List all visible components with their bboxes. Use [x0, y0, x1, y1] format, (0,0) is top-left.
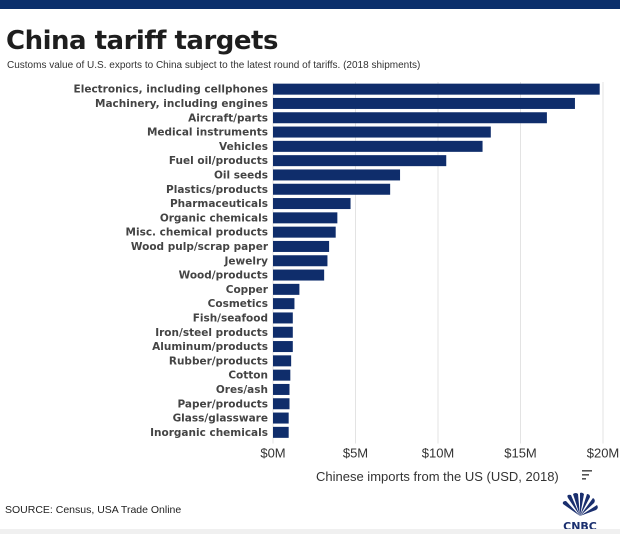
- category-label: Pharmaceuticals: [170, 198, 268, 210]
- category-label: Inorganic chemicals: [150, 427, 268, 439]
- bar: [273, 412, 289, 424]
- category-label: Wood/products: [179, 270, 268, 282]
- x-axis-title: Chinese imports from the US (USD, 2018): [316, 469, 559, 484]
- x-tick-label: $0M: [260, 446, 285, 461]
- bar: [273, 198, 351, 210]
- category-label: Iron/steel products: [155, 327, 268, 339]
- bar: [273, 383, 290, 395]
- bar: [273, 212, 338, 224]
- cnbc-logo: CNBC: [562, 492, 598, 533]
- bar: [273, 126, 491, 138]
- category-label: Medical instruments: [147, 127, 268, 139]
- category-label: Rubber/products: [169, 355, 268, 367]
- bar: [273, 283, 300, 295]
- peacock-icon: [562, 492, 598, 516]
- bar: [273, 83, 600, 95]
- category-label: Fuel oil/products: [169, 155, 268, 167]
- category-label: Electronics, including cellphones: [74, 84, 268, 96]
- category-label: Oil seeds: [214, 169, 268, 181]
- category-label: Jewelry: [224, 255, 269, 267]
- bar: [273, 312, 293, 324]
- x-tick-label: $5M: [343, 446, 368, 461]
- bar: [273, 298, 295, 310]
- x-tick-label: $15M: [504, 446, 537, 461]
- source-note: SOURCE: Census, USA Trade Online: [5, 504, 182, 516]
- x-tick-label: $10M: [422, 446, 455, 461]
- category-label: Glass/glassware: [173, 413, 268, 425]
- bar: [273, 355, 292, 367]
- category-label: Cotton: [228, 370, 268, 382]
- bar: [273, 269, 325, 281]
- bar: [273, 97, 575, 109]
- category-label: Ores/ash: [216, 384, 268, 396]
- category-label: Aircraft/parts: [188, 112, 268, 124]
- bar: [273, 240, 330, 252]
- category-label-layer: Electronics, including cellphones Machine…: [74, 84, 269, 439]
- tick-label-layer: $0M $5M $10M $15M $20M: [260, 446, 619, 461]
- chart-title: China tariff targets: [6, 26, 278, 56]
- category-label: Misc. chemical products: [126, 227, 268, 239]
- category-label: Cosmetics: [208, 298, 268, 310]
- category-label: Vehicles: [219, 141, 268, 153]
- bar: [273, 398, 290, 410]
- bar: [273, 255, 328, 267]
- bar-chart: Electronics, including cellphones Machine…: [74, 82, 619, 484]
- bar: [273, 341, 293, 353]
- bar: [273, 326, 293, 338]
- bar: [273, 426, 289, 438]
- top-accent-bar: [0, 0, 620, 9]
- category-label: Machinery, including engines: [95, 98, 268, 110]
- bar: [273, 112, 547, 124]
- category-label: Aluminum/products: [152, 341, 268, 353]
- axis-title-menu-icon: [582, 470, 592, 480]
- bar-layer: [273, 83, 600, 438]
- bar: [273, 183, 391, 195]
- category-label: Paper/products: [177, 398, 268, 410]
- category-label: Wood pulp/scrap paper: [131, 241, 269, 253]
- chart-subtitle: Customs value of U.S. exports to China s…: [7, 60, 421, 71]
- bar: [273, 140, 483, 152]
- category-label: Organic chemicals: [160, 212, 268, 224]
- bottom-border: [0, 529, 620, 534]
- bar: [273, 155, 447, 167]
- category-label: Copper: [226, 284, 269, 296]
- category-label: Fish/seafood: [193, 312, 268, 324]
- bar: [273, 226, 336, 238]
- bar: [273, 369, 291, 381]
- x-tick-label: $20M: [587, 446, 620, 461]
- category-label: Plastics/products: [166, 184, 268, 196]
- bar: [273, 169, 401, 181]
